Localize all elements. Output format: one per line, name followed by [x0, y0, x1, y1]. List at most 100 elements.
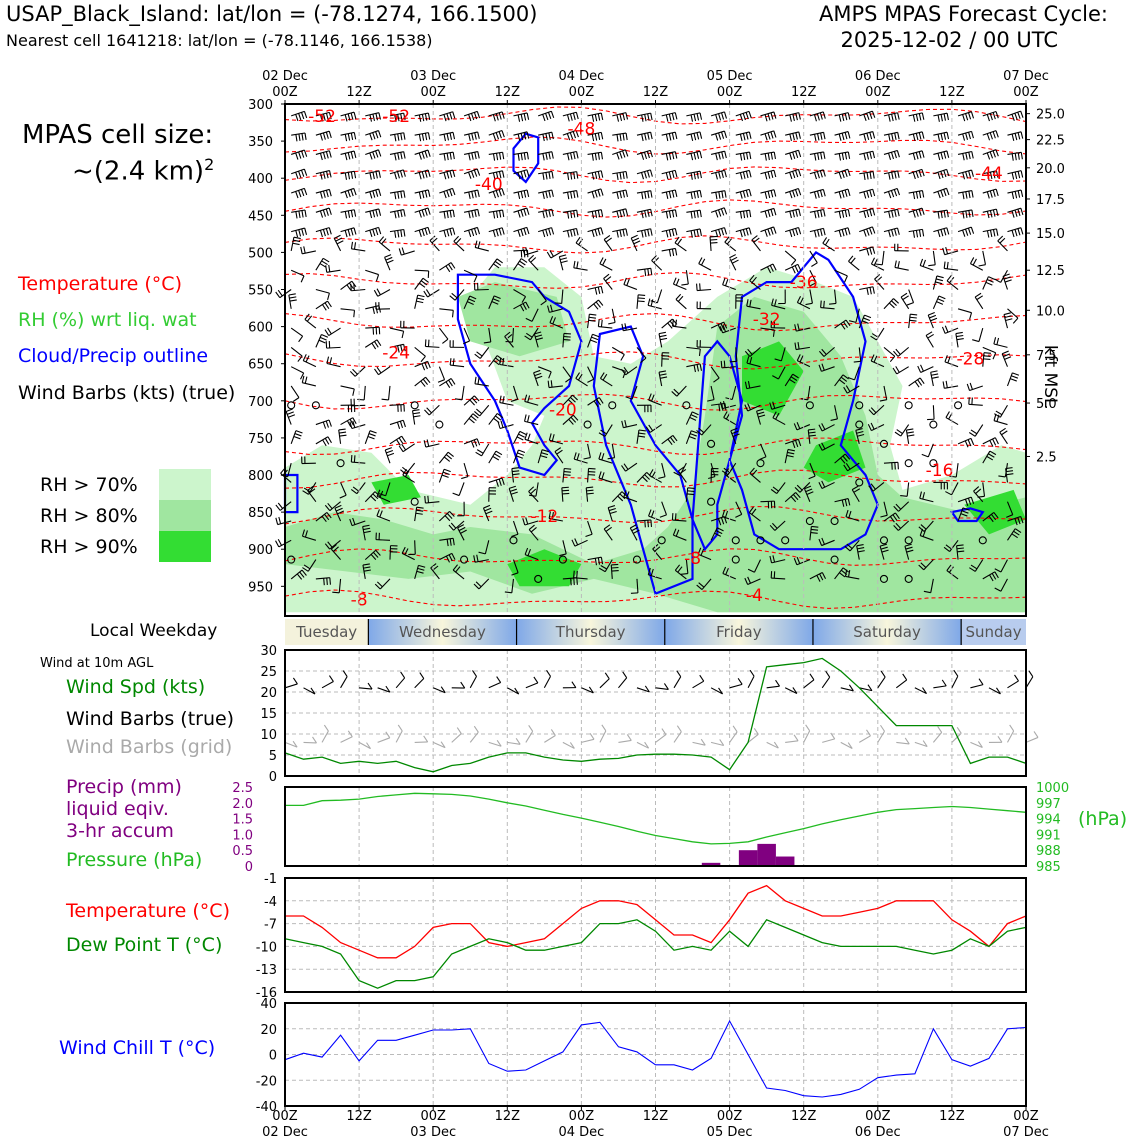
barb-staff	[982, 149, 997, 155]
temp-label-3: -44	[975, 164, 1003, 184]
barb-staff	[944, 385, 959, 389]
barb-flag	[449, 170, 453, 178]
barb-flag	[893, 505, 899, 512]
barb-staff	[439, 537, 454, 541]
barb-flag	[455, 237, 462, 244]
barb-flag	[745, 190, 749, 198]
barb-flag	[616, 191, 619, 199]
barb-flag	[597, 228, 601, 236]
barb-flag	[298, 210, 301, 219]
barb-flag	[792, 190, 796, 198]
barb-staff	[661, 247, 676, 252]
bottom-hour-label-10: 00Z	[1013, 1109, 1039, 1124]
barb-flag	[460, 681, 466, 689]
barb-flag	[792, 373, 799, 379]
barb-flag	[739, 153, 743, 161]
barb-flag	[338, 428, 346, 431]
barb-flag	[732, 725, 738, 733]
barb-flag	[551, 171, 554, 179]
barb-staff	[809, 227, 824, 233]
barb-staff	[920, 366, 934, 373]
legend-cloud: Cloud/Precip outline	[18, 345, 209, 367]
barb-flag	[401, 546, 406, 554]
barb-flag	[696, 364, 700, 372]
barb-flag	[841, 133, 845, 141]
barb-flag	[962, 192, 965, 200]
barb-staff	[482, 507, 490, 522]
barb-flag	[471, 397, 478, 404]
barb-flag	[845, 319, 851, 327]
barb-staff	[923, 520, 934, 532]
barb-flag	[688, 435, 696, 440]
barb-flag	[394, 211, 397, 219]
barb-staff	[686, 170, 701, 175]
barb-flag	[723, 227, 728, 235]
barb-flag	[745, 112, 749, 120]
barb-staff	[389, 545, 392, 560]
barb-flag	[747, 576, 751, 584]
barb-flag	[328, 207, 332, 215]
barb-staff	[908, 207, 923, 213]
barb-flag	[373, 341, 379, 348]
barb-flag	[325, 208, 329, 216]
barb-staff	[859, 131, 873, 136]
barb-flag	[993, 337, 997, 345]
barb-flag	[452, 538, 455, 546]
barb-flag	[796, 484, 803, 491]
barb-staff	[598, 325, 613, 329]
barb-flag	[890, 190, 895, 198]
cycle-line2: 2025-12-02 / 00 UTC	[840, 28, 1059, 52]
barb-staff	[883, 298, 894, 310]
barb-flag	[322, 439, 327, 447]
barb-flag	[570, 191, 573, 199]
barb-flag	[592, 333, 600, 338]
barb-flag	[995, 208, 999, 217]
pressure-ytick-0: 1000	[1036, 781, 1069, 796]
barb-flag	[869, 287, 872, 295]
barb-flag	[350, 228, 354, 236]
barb-flag	[994, 278, 1001, 283]
barb-flag	[918, 113, 922, 121]
barb-flag	[372, 493, 379, 500]
barb-staff	[376, 495, 391, 503]
barb-flag	[347, 730, 353, 738]
barb-flag	[632, 529, 640, 534]
barb-staff	[365, 226, 379, 233]
barb-flag	[956, 337, 964, 341]
barb-staff	[697, 553, 712, 561]
barb-flag	[369, 152, 373, 160]
barb-flag	[625, 208, 629, 216]
barb-flag	[424, 228, 428, 236]
barb-flag	[870, 354, 875, 362]
barb-staff	[1007, 131, 1022, 136]
calm-circle	[929, 459, 938, 468]
barb-flag	[813, 114, 817, 122]
barb-staff	[675, 299, 687, 310]
barb-flag	[962, 229, 966, 237]
barb-flag	[1010, 378, 1017, 382]
barb-flag	[641, 192, 644, 200]
barb-flag	[528, 725, 534, 732]
barb-flag	[795, 209, 798, 217]
barb-flag	[442, 471, 450, 476]
barb-staff	[365, 130, 379, 136]
barb-staff	[672, 519, 687, 522]
barb-flag	[816, 575, 821, 582]
barb-flag	[838, 114, 842, 122]
barb-flag	[940, 152, 944, 160]
barb-staff	[326, 269, 341, 273]
barb-flag	[548, 171, 551, 179]
barb-staff	[957, 169, 972, 175]
barb-flag	[600, 429, 607, 435]
barb-flag	[325, 190, 329, 198]
barb-flag	[732, 433, 740, 438]
barb-staff	[661, 189, 676, 194]
barb-flag	[398, 437, 404, 445]
barb-flag	[672, 277, 677, 285]
barb-flag	[717, 518, 722, 526]
barb-staff	[488, 130, 503, 136]
barb-staff	[512, 431, 521, 445]
barb-flag	[850, 257, 856, 264]
barb-flag	[468, 230, 472, 238]
barb-flag	[940, 190, 944, 198]
